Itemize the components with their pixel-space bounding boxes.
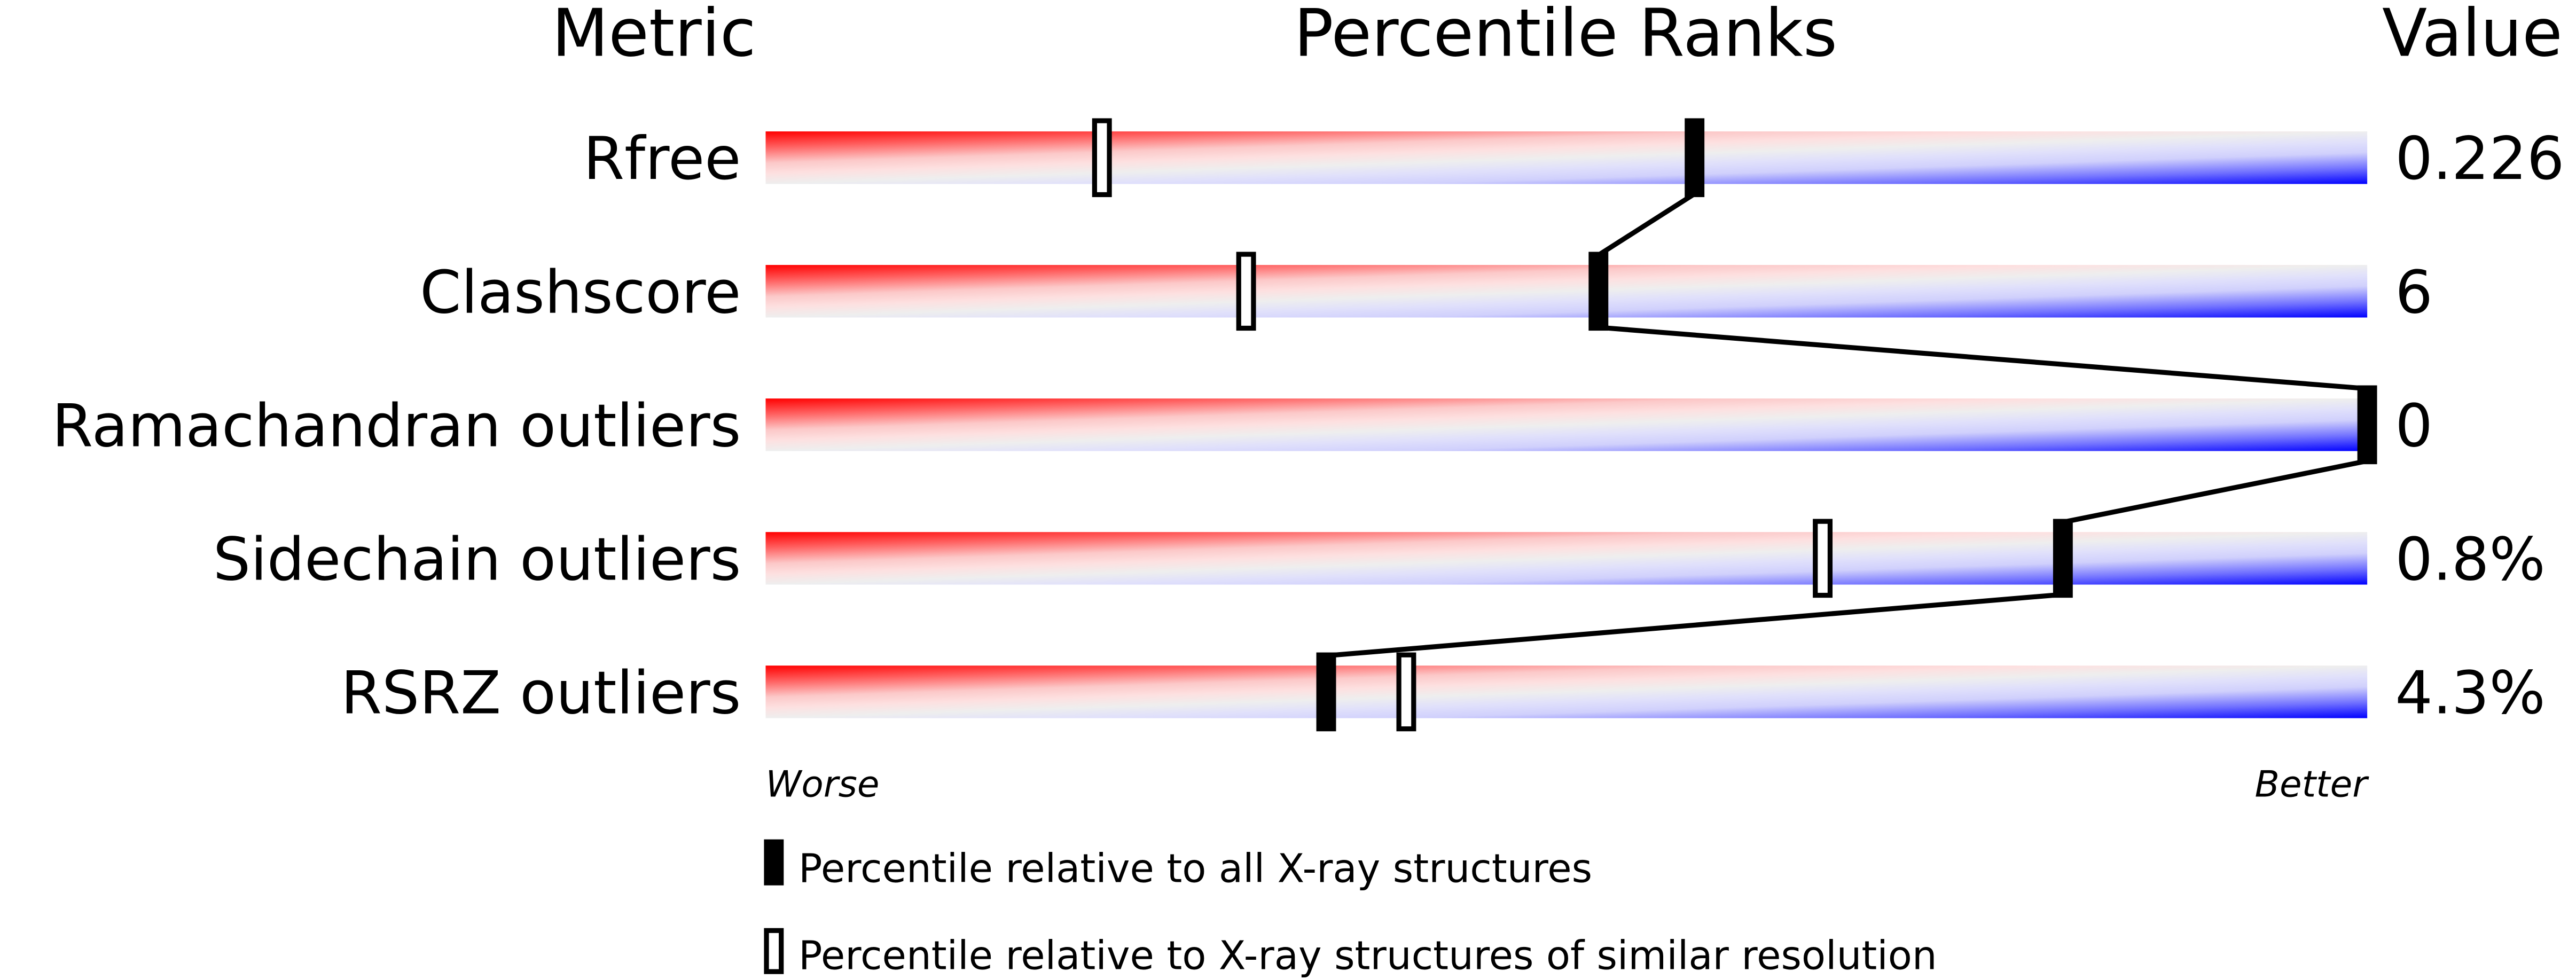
metric-value: 0.226 [2395, 124, 2564, 193]
header-metric: Metric [552, 0, 756, 72]
metric-label: Ramachandran outliers [52, 391, 741, 460]
metric-value: 0.8% [2395, 525, 2545, 594]
metric-value: 6 [2395, 258, 2432, 327]
legend-similar: Percentile relative to X-ray structures … [798, 933, 1937, 979]
legend-filled-marker-icon [764, 839, 784, 886]
metric-label: RSRZ outliers [341, 659, 741, 727]
marker-similar-resolution [1236, 252, 1256, 331]
header-value: Value [2382, 0, 2563, 72]
metric-label: Rfree [583, 124, 741, 193]
marker-similar-resolution [1092, 118, 1112, 198]
header-percentile-ranks: Percentile Ranks [1294, 0, 1837, 72]
metric-value: 0 [2395, 391, 2432, 460]
percentile-bar [765, 398, 2368, 451]
percentile-bar [765, 131, 2368, 184]
connector-line [1597, 192, 1696, 257]
marker-all-structures [2053, 519, 2073, 598]
marker-all-structures [1316, 652, 1336, 732]
connector-line [2062, 458, 2368, 525]
marker-all-structures [1588, 252, 1609, 331]
percentile-bar [765, 665, 2368, 718]
connector-line [1326, 592, 2063, 659]
metric-value: 4.3% [2395, 659, 2545, 727]
marker-similar-resolution [1396, 652, 1416, 732]
marker-similar-resolution [1813, 519, 1833, 598]
metric-label: Sidechain outliers [213, 525, 741, 594]
percentile-bar [765, 532, 2368, 585]
better-label: Better [2255, 763, 2370, 805]
marker-all-structures [2357, 385, 2377, 465]
connector-line [1598, 325, 2368, 391]
legend-hollow-marker-icon [764, 928, 784, 974]
marker-all-structures [1685, 118, 1705, 198]
metric-label: Clashscore [420, 258, 741, 327]
worse-label: Worse [765, 763, 879, 805]
percentile-bar [765, 265, 2368, 318]
legend-all: Percentile relative to all X-ray structu… [798, 846, 1592, 892]
